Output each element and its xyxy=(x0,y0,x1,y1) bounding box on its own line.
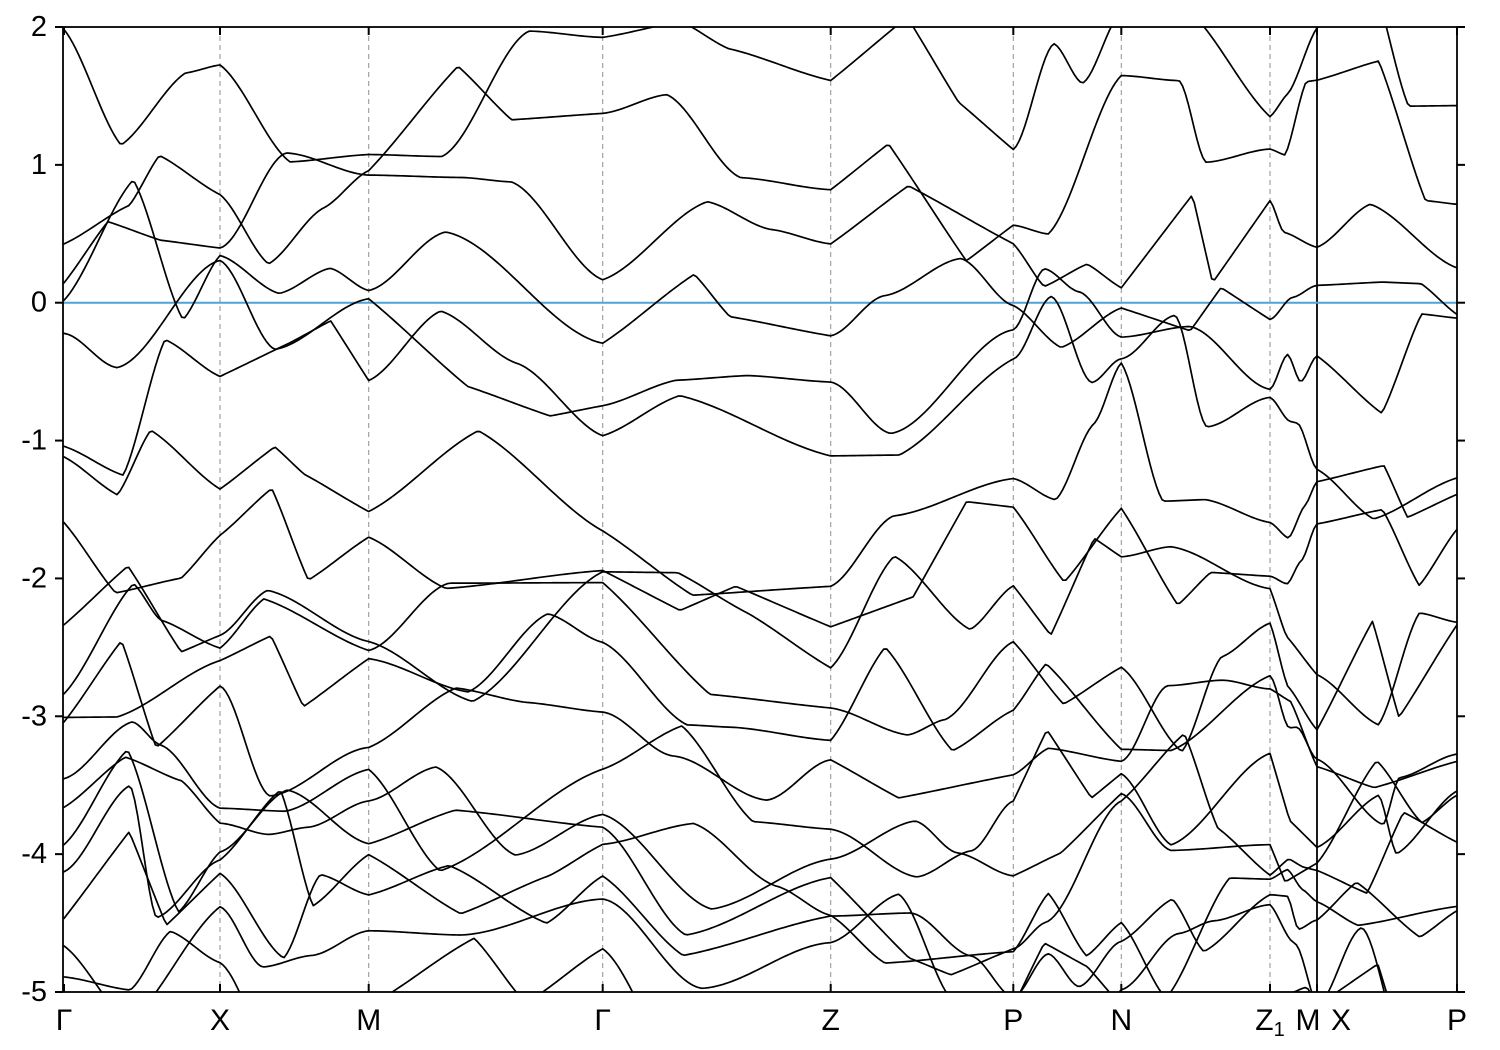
svg-text:Z1: Z1 xyxy=(1255,1004,1284,1041)
svg-text:-4: -4 xyxy=(21,838,47,870)
svg-text:2: 2 xyxy=(31,11,47,43)
svg-text:N: N xyxy=(1110,1004,1132,1037)
svg-text:-5: -5 xyxy=(21,976,47,1008)
svg-text:Γ: Γ xyxy=(56,1004,73,1037)
svg-text:Γ: Γ xyxy=(594,1004,611,1037)
svg-text:0: 0 xyxy=(31,287,47,319)
svg-text:X: X xyxy=(210,1004,230,1037)
svg-text:X: X xyxy=(1331,1004,1351,1037)
svg-text:1: 1 xyxy=(31,149,47,181)
svg-text:Z: Z xyxy=(822,1004,840,1037)
svg-text:M: M xyxy=(1296,1004,1321,1037)
svg-text:-2: -2 xyxy=(21,562,47,594)
svg-text:P: P xyxy=(1003,1004,1023,1037)
svg-text:-1: -1 xyxy=(21,425,47,457)
svg-text:M: M xyxy=(356,1004,381,1037)
svg-text:P: P xyxy=(1447,1004,1467,1037)
svg-text:-3: -3 xyxy=(21,700,47,732)
